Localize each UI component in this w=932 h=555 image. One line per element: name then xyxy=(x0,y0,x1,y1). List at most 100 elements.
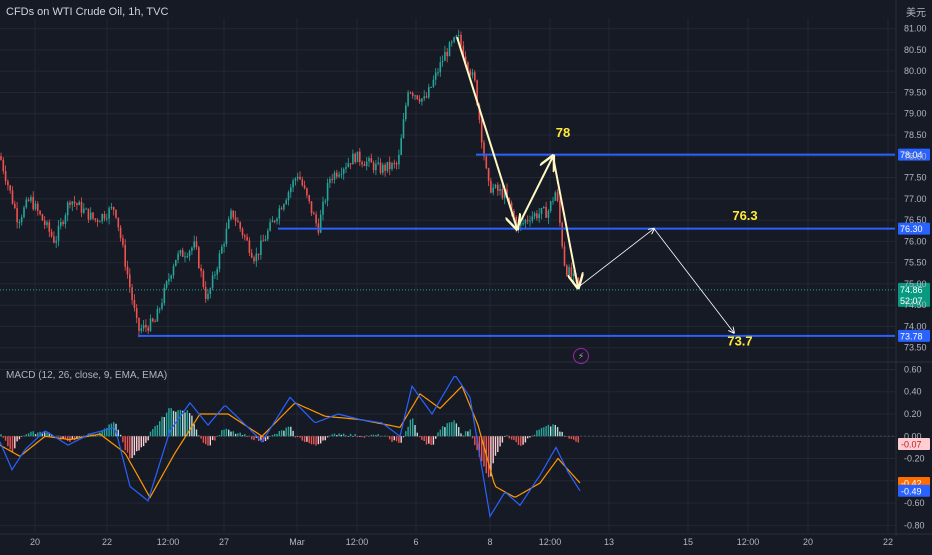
candle-body xyxy=(131,287,133,301)
histogram-bar xyxy=(306,436,308,442)
candle-body xyxy=(71,201,74,205)
candle-body xyxy=(168,278,170,282)
candle-body xyxy=(455,35,458,38)
candle-body xyxy=(296,176,299,179)
candle-body xyxy=(536,213,538,219)
candle-body xyxy=(223,244,225,247)
symbol-title[interactable]: CFDs on WTI Crude Oil, 1h, TVC xyxy=(6,6,169,18)
histogram-bar xyxy=(310,436,313,445)
candle-body xyxy=(379,162,382,173)
histogram-bar xyxy=(280,430,283,437)
candle-body xyxy=(416,95,419,100)
candle-body xyxy=(418,99,421,102)
candle-body xyxy=(188,250,191,257)
candle-body xyxy=(202,271,205,288)
candle-body xyxy=(568,267,570,276)
histogram-bar xyxy=(301,436,303,441)
time-axis-tick: 8 xyxy=(487,537,492,547)
candle-body xyxy=(221,246,223,254)
histogram-bar xyxy=(55,435,57,437)
histogram-bar xyxy=(255,436,257,438)
candle-body xyxy=(165,281,168,288)
candle-body xyxy=(388,161,391,169)
candle-body xyxy=(292,180,294,188)
histogram-bar xyxy=(205,436,207,445)
histogram-bar xyxy=(531,435,533,437)
histogram-bar xyxy=(241,435,244,437)
candle-body xyxy=(232,210,235,218)
level-price-tag xyxy=(898,329,930,342)
histogram-bar xyxy=(570,436,573,440)
candle-body xyxy=(476,80,478,105)
candle-body xyxy=(499,188,501,191)
histogram-bar xyxy=(267,436,269,440)
histogram-bar xyxy=(239,432,241,437)
candle-body xyxy=(494,184,497,188)
candle-body xyxy=(0,156,2,160)
histogram-bar xyxy=(251,436,253,440)
candle-body xyxy=(179,250,182,254)
histogram-bar xyxy=(156,425,159,437)
histogram-bar xyxy=(395,436,398,442)
histogram-bar xyxy=(184,412,186,437)
candle-body xyxy=(216,268,218,275)
candle-body xyxy=(195,241,198,248)
histogram-bar xyxy=(520,436,522,446)
candle-body xyxy=(428,87,430,98)
histogram-bar xyxy=(405,431,407,437)
candle-body xyxy=(524,219,527,224)
histogram-bar xyxy=(368,436,370,437)
histogram-bar xyxy=(110,423,113,437)
histogram-bar xyxy=(170,408,172,437)
candle-body xyxy=(267,230,269,240)
histogram-bar xyxy=(577,436,579,443)
histogram-bar xyxy=(14,436,16,449)
candle-body xyxy=(434,72,437,80)
candle-body xyxy=(23,207,25,218)
candle-body xyxy=(398,154,400,165)
level-price-label: 78.04 xyxy=(900,150,923,160)
candle-body xyxy=(310,201,313,214)
candle-body xyxy=(4,171,7,182)
histogram-bar xyxy=(216,435,218,437)
candle-body xyxy=(547,210,550,218)
histogram-bar xyxy=(492,436,494,464)
candle-body xyxy=(469,70,471,76)
histogram-bar xyxy=(552,424,554,437)
histogram-bar xyxy=(83,435,85,437)
candle-body xyxy=(129,274,131,288)
histogram-bar xyxy=(198,435,200,437)
histogram-bar xyxy=(278,430,280,437)
candle-body xyxy=(53,236,55,243)
candle-body xyxy=(559,200,561,223)
histogram-bar xyxy=(343,433,345,437)
histogram-bar xyxy=(202,436,205,443)
histogram-bar xyxy=(517,436,520,445)
histogram-bar xyxy=(264,436,267,442)
histogram-bar xyxy=(547,424,550,437)
candle-body xyxy=(200,268,202,272)
candle-body xyxy=(175,259,177,267)
candle-body xyxy=(193,241,195,248)
histogram-bar xyxy=(9,436,11,450)
histogram-bar xyxy=(324,436,326,441)
candle-body xyxy=(87,208,90,220)
macd-indicator-label[interactable]: MACD (12, 26, close, 9, EMA, EMA) xyxy=(6,370,168,381)
time-axis-tick: 6 xyxy=(413,537,418,547)
histogram-bar xyxy=(179,409,182,437)
histogram-bar xyxy=(556,427,559,437)
candle-body xyxy=(234,217,237,221)
candle-body xyxy=(464,56,467,63)
lightning-icon[interactable]: ⚡ xyxy=(573,348,589,364)
histogram-bar xyxy=(193,424,195,437)
histogram-bar xyxy=(18,436,21,440)
histogram-bar xyxy=(113,422,115,437)
price-axis-tick: 75.50 xyxy=(904,258,927,268)
candle-body xyxy=(326,182,329,201)
candle-body xyxy=(20,217,23,223)
candle-body xyxy=(451,41,453,43)
price-axis-tick: 79.00 xyxy=(904,109,927,119)
time-axis-tick: 22 xyxy=(883,537,893,547)
